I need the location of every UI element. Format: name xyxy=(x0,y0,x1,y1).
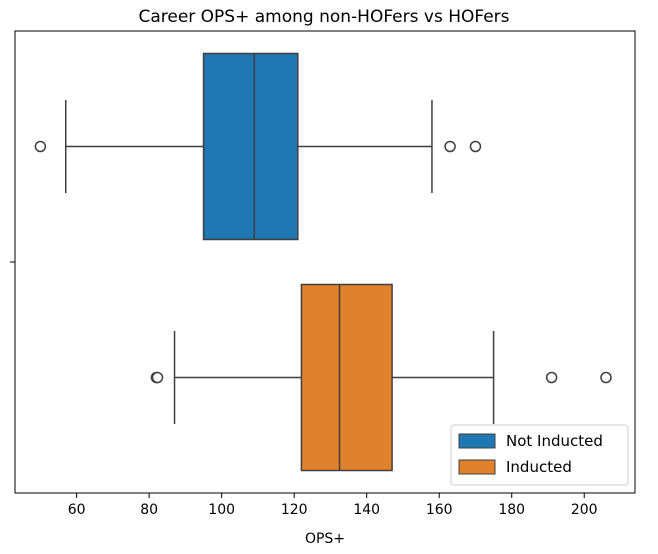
outlier-point-inducted xyxy=(151,371,164,384)
outlier-point-inducted xyxy=(545,371,558,384)
x-tick-label: 160 xyxy=(426,502,453,518)
legend: Not Inducted Inducted xyxy=(450,424,629,486)
outlier-point-not-inducted xyxy=(444,140,456,153)
x-axis-ticks: 60 80 100 120 140 160 180 200 xyxy=(68,493,598,518)
x-tick-label: 200 xyxy=(571,502,598,518)
x-axis-label: OPS+ xyxy=(305,531,345,547)
box-group-inducted xyxy=(150,283,612,472)
box-group-not-inducted xyxy=(34,52,482,241)
box-not-inducted xyxy=(202,52,299,241)
x-tick-label: 60 xyxy=(68,502,86,518)
x-tick-label: 120 xyxy=(281,502,308,518)
outlier-point-not-inducted xyxy=(469,140,482,153)
outlier-point-not-inducted xyxy=(34,140,47,153)
legend-swatch-inducted xyxy=(458,459,496,475)
x-tick-label: 180 xyxy=(498,502,525,518)
x-tick-label: 140 xyxy=(353,502,380,518)
x-tick-label: 80 xyxy=(140,502,158,518)
box-inducted xyxy=(300,283,393,472)
legend-label-not-inducted: Not Inducted xyxy=(506,432,603,450)
x-tick-label: 100 xyxy=(208,502,235,518)
chart-title: Career OPS+ among non-HOFers vs HOFers xyxy=(138,7,509,27)
box-groups xyxy=(34,52,612,472)
legend-swatch-not-inducted xyxy=(458,433,496,449)
legend-label-inducted: Inducted xyxy=(506,458,572,476)
outlier-point-inducted xyxy=(600,371,612,384)
